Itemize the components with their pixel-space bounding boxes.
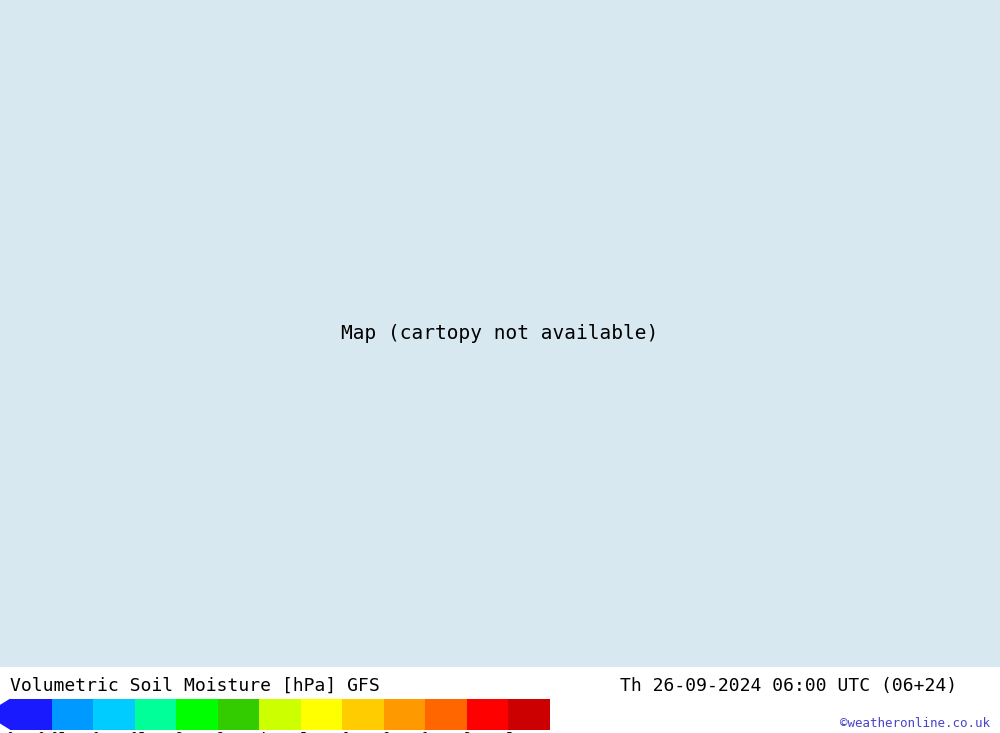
Bar [135,699,176,730]
Text: 1: 1 [422,731,429,733]
Text: .8: .8 [377,731,391,733]
Bar [342,699,384,730]
Text: Th 26-09-2024 06:00 UTC (06+24): Th 26-09-2024 06:00 UTC (06+24) [620,677,957,695]
Polygon shape [0,699,10,730]
Text: ©weatheronline.co.uk: ©weatheronline.co.uk [840,717,990,730]
Text: .5: .5 [294,731,308,733]
Text: Map (cartopy not available): Map (cartopy not available) [341,324,659,343]
Bar [467,699,508,730]
Text: 5: 5 [505,731,512,733]
Bar [52,699,93,730]
Text: .2: .2 [169,731,183,733]
Text: 0.05: 0.05 [37,731,66,733]
Text: .1: .1 [86,731,100,733]
Bar [93,699,135,730]
Bar [384,699,425,730]
Text: Volumetric Soil Moisture [hPa] GFS: Volumetric Soil Moisture [hPa] GFS [10,677,380,695]
Text: .3: .3 [211,731,225,733]
Text: .4: .4 [252,731,266,733]
Text: 0: 0 [6,731,14,733]
Text: .15: .15 [124,731,145,733]
Text: .6: .6 [335,731,349,733]
Bar [508,699,550,730]
Bar [10,699,52,730]
Bar [425,699,467,730]
Bar [259,699,301,730]
Bar [218,699,259,730]
Bar [176,699,218,730]
Bar [301,699,342,730]
Text: 3: 3 [463,731,470,733]
